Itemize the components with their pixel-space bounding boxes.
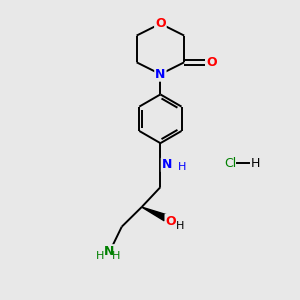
- Text: H: H: [176, 221, 184, 231]
- Text: Cl: Cl: [224, 157, 237, 170]
- Text: O: O: [166, 215, 176, 228]
- Text: H: H: [96, 251, 104, 261]
- Text: H: H: [112, 251, 120, 261]
- Text: N: N: [155, 68, 166, 81]
- Text: H: H: [178, 162, 187, 172]
- Text: H: H: [251, 157, 260, 170]
- Text: O: O: [206, 56, 217, 69]
- Text: N: N: [162, 158, 172, 171]
- Polygon shape: [142, 207, 167, 221]
- Text: O: O: [155, 17, 166, 30]
- Text: N: N: [104, 245, 114, 258]
